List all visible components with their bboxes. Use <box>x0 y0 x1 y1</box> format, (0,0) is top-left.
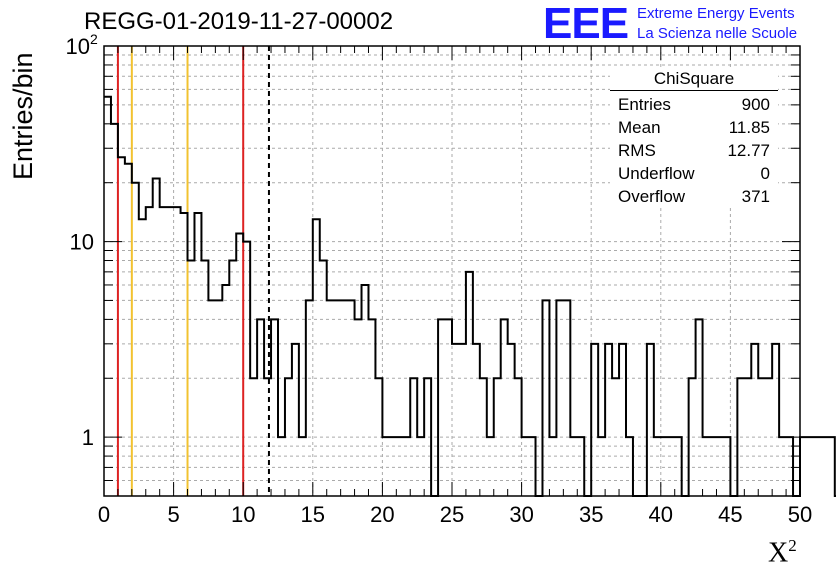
x-tick-label: 50 <box>788 502 812 527</box>
stats-label: Entries <box>618 95 671 114</box>
x-tick-label: 5 <box>167 502 179 527</box>
stats-row: Overflow 371 <box>610 185 778 208</box>
x-tick-label: 45 <box>718 502 742 527</box>
stats-title: ChiSquare <box>610 68 778 91</box>
stats-label: Underflow <box>618 164 695 183</box>
stats-box: ChiSquare Entries 900 Mean 11.85 RMS 12.77 … <box>610 68 778 208</box>
x-tick-label: 15 <box>301 502 325 527</box>
x-tick-label: 20 <box>370 502 394 527</box>
stats-value: 371 <box>741 187 770 206</box>
stats-value: 0 <box>760 164 770 183</box>
axis-ticks <box>103 45 801 497</box>
y-tick-label: 1 <box>82 425 94 450</box>
x-tick-label: 35 <box>579 502 603 527</box>
x-axis-label: X2 <box>768 536 797 569</box>
stats-value: 12.77 <box>727 141 770 160</box>
histogram-title: REGG-01-2019-11-27-00002 <box>84 8 394 35</box>
stats-value: 900 <box>741 95 770 114</box>
x-tick-label: 10 <box>231 502 255 527</box>
y-tick-label: 10 <box>70 230 94 255</box>
stats-value: 11.85 <box>728 118 770 137</box>
y-tick-label-sup: 2 <box>90 31 98 47</box>
stats-label: Overflow <box>618 187 686 206</box>
logo-line-1: Extreme Energy Events <box>637 5 795 22</box>
y-tick-label: 10 <box>66 34 90 59</box>
stats-row: RMS 12.77 <box>610 139 778 162</box>
x-tick-label: 40 <box>649 502 673 527</box>
stats-row: Underflow 0 <box>610 162 778 185</box>
eee-logo: EEE <box>543 0 629 48</box>
x-tick-label: 25 <box>440 502 464 527</box>
x-tick-label: 30 <box>509 502 533 527</box>
vertical-marker-lines <box>116 46 270 496</box>
y-axis-label: Entries/bin <box>8 52 38 180</box>
logo-line-2: La Scienza nelle Scuole <box>637 25 798 42</box>
x-axis-label-text: X <box>768 537 789 569</box>
x-tick-labels: 0 5 10 15 20 25 30 35 40 45 50 <box>98 502 812 527</box>
histogram-steps <box>104 95 836 497</box>
stats-row: Entries 900 <box>610 93 778 116</box>
x-axis-label-sup: 2 <box>788 536 797 555</box>
stats-row: Mean 11.85 <box>610 116 778 139</box>
x-tick-label: 0 <box>98 502 110 527</box>
stats-label: Mean <box>618 118 661 137</box>
stats-label: RMS <box>618 141 656 160</box>
